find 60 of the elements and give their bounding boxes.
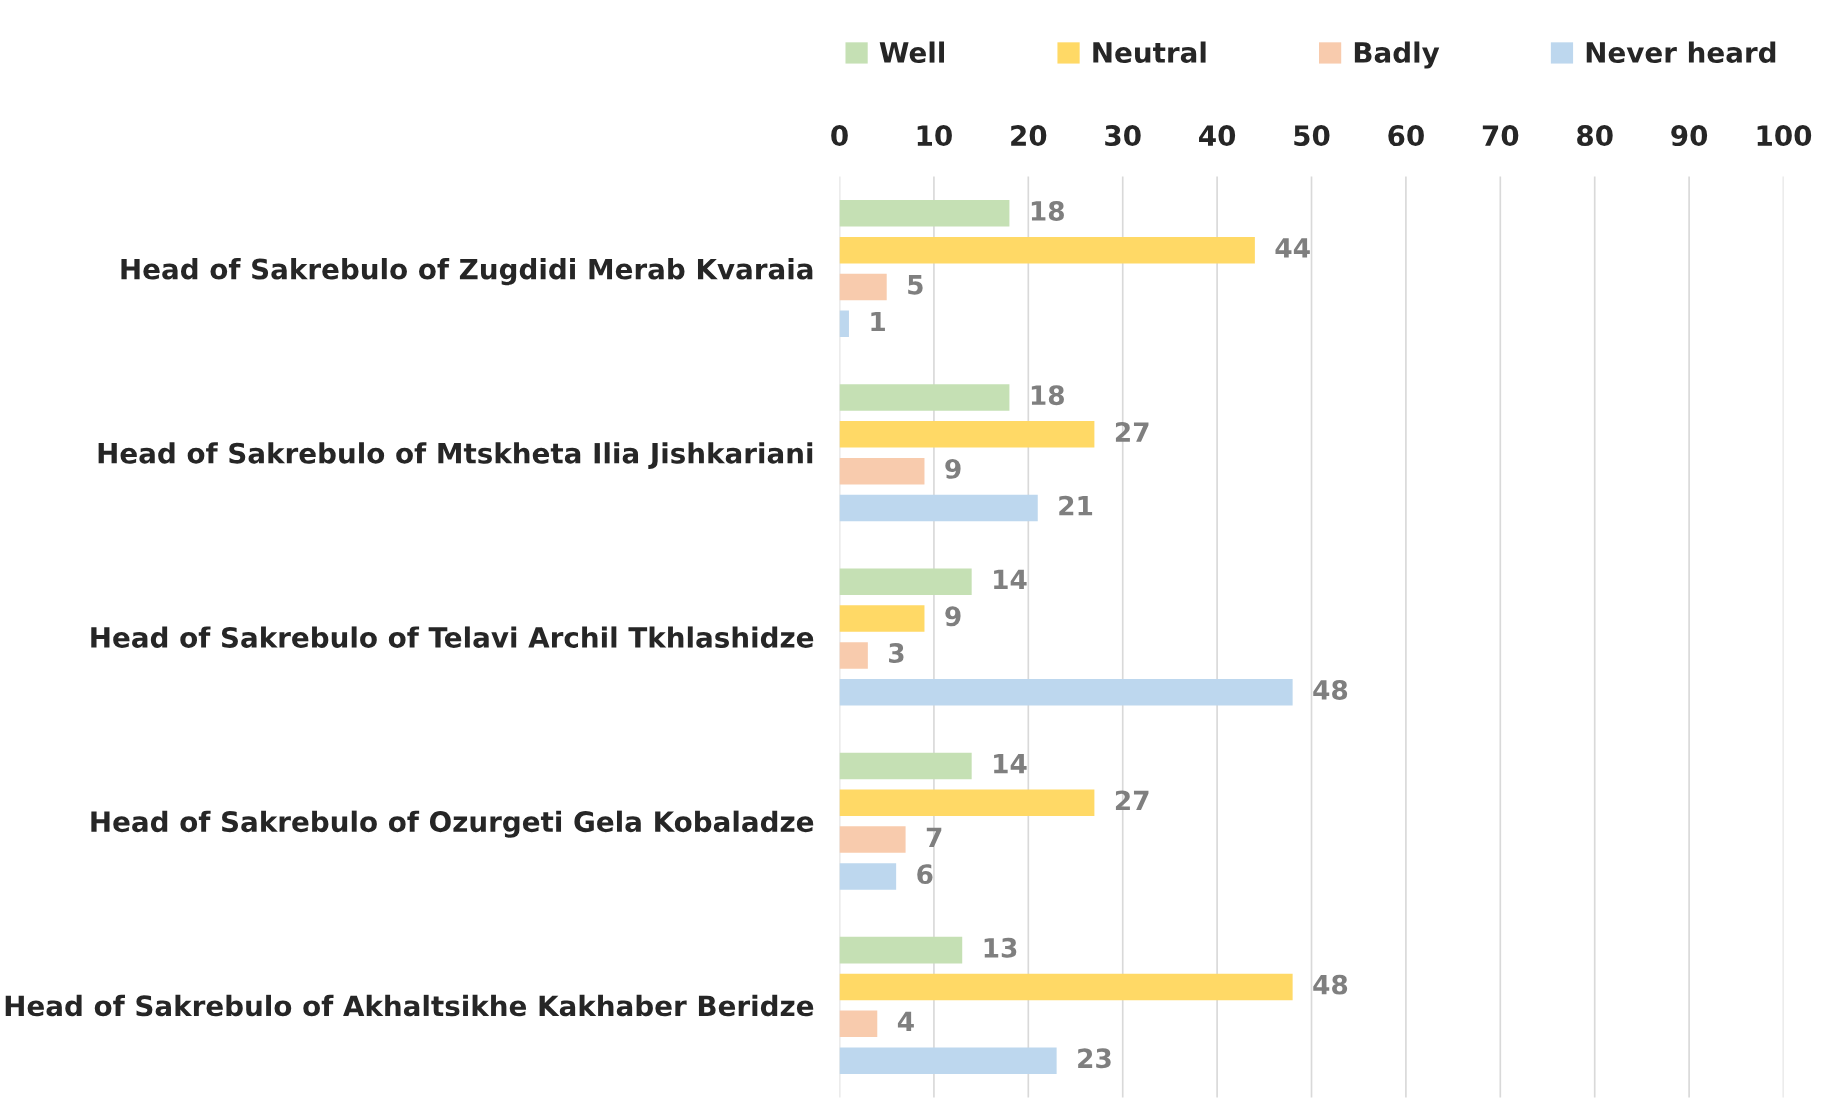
data-label: 9 <box>945 606 961 627</box>
data-label: 4 <box>897 1011 914 1032</box>
bar <box>839 826 906 853</box>
bar <box>839 384 1010 411</box>
x-tick-label: 30 <box>1105 125 1141 147</box>
bar <box>839 678 1293 706</box>
x-tick-label: 40 <box>1199 125 1236 147</box>
data-label: 1 <box>871 311 885 332</box>
bar <box>839 1010 878 1038</box>
bar <box>839 1047 1057 1074</box>
x-tick-label: 100 <box>1757 125 1812 147</box>
data-label: 9 <box>945 458 961 479</box>
bar <box>839 642 868 669</box>
x-tick-label: 80 <box>1577 125 1613 147</box>
x-tick-label: 20 <box>1011 125 1047 147</box>
data-label: 21 <box>1059 495 1093 516</box>
legend-label: Neutral <box>1093 41 1206 63</box>
bar <box>839 457 925 485</box>
legend-label: Well <box>879 41 944 63</box>
bar <box>839 273 887 301</box>
bar <box>839 605 925 632</box>
y-tick-label: Head of Sakrebulo of Ozurgeti Gela Kobaladze <box>91 810 814 838</box>
data-label: 23 <box>1078 1048 1111 1069</box>
data-label: 7 <box>926 827 942 847</box>
data-label: 6 <box>917 864 933 885</box>
bar <box>839 310 849 338</box>
y-tick-label: Head of Sakrebulo of Mtskheta Ilia Jishkariani <box>98 442 813 469</box>
x-tick-label: 90 <box>1671 125 1708 147</box>
data-label: 3 <box>889 643 904 664</box>
data-label: 14 <box>994 569 1027 589</box>
data-label: 48 <box>1313 679 1348 700</box>
y-tick-label: Head of Sakrebulo of Telavi Archil Tkhlashidze <box>91 626 814 648</box>
legend-label: Badly <box>1354 41 1440 69</box>
data-label: 48 <box>1313 974 1348 995</box>
bar <box>839 789 1095 817</box>
data-label: 14 <box>994 753 1027 774</box>
data-label: 13 <box>984 937 1017 958</box>
bar <box>839 973 1293 1001</box>
bar <box>839 863 897 890</box>
x-tick-label: 70 <box>1482 125 1519 147</box>
x-tick-label: 60 <box>1388 125 1424 147</box>
data-label: 27 <box>1115 422 1149 442</box>
bar <box>839 494 1038 522</box>
data-label: 27 <box>1115 790 1149 811</box>
data-label: 18 <box>1031 201 1064 221</box>
y-tick-label: Head of Sakrebulo of Akhaltsikhe Kakhaber Beridze <box>5 994 814 1017</box>
legend-label: Never heard <box>1586 41 1776 63</box>
data-label: 44 <box>1275 238 1310 258</box>
x-tick-label: 10 <box>917 125 952 147</box>
bar <box>839 752 972 780</box>
bar <box>839 421 1095 448</box>
x-tick-label: 0 <box>831 125 848 147</box>
data-label: 5 <box>908 275 923 295</box>
data-label: 18 <box>1031 385 1064 406</box>
y-tick-label: Head of Sakrebulo of Zugdidi Merab Kvaraia <box>121 258 813 286</box>
bar <box>839 936 963 964</box>
x-tick-label: 50 <box>1294 125 1330 147</box>
bar <box>839 568 972 595</box>
bar <box>839 200 1010 227</box>
bar <box>839 236 1255 264</box>
